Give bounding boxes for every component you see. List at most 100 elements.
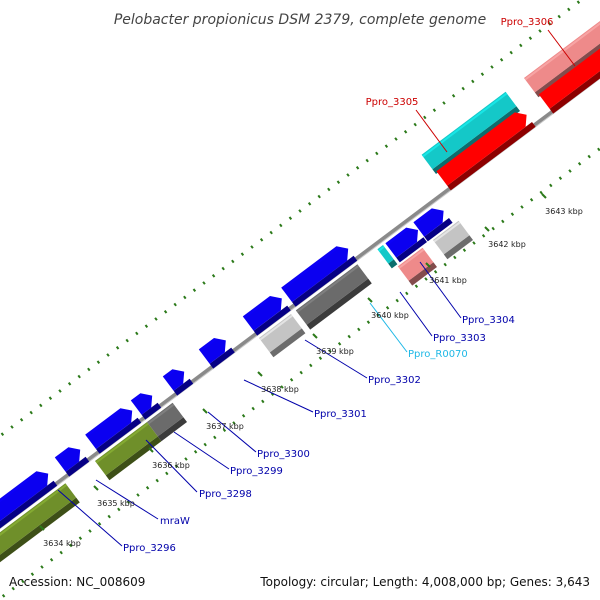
gene-label: Ppro_3302: [368, 375, 421, 386]
gene-bar-ppro-3302-a-side: [253, 305, 291, 336]
gene-bar-ppro-3303-rev: [397, 247, 437, 286]
scale-tick-mark: [93, 485, 99, 491]
gene-bar-mraw: [54, 447, 90, 477]
gene-bar-ppro-3306-fwd: [538, 48, 600, 114]
gene-bar-ppro-3304-rev-highlight: [433, 221, 461, 243]
gene-bar-ppro-3302-a-highlight: [243, 296, 272, 319]
gene-bar-ppro-3295-highlight: [0, 484, 68, 537]
gene-bar-ppro-3302-b-side: [292, 255, 358, 307]
scale-tick-label: 3636 kbp: [152, 461, 190, 470]
leader-line: [173, 431, 230, 470]
gene-bar-pseudo-2: [259, 314, 306, 358]
gene-label: Ppro_3298: [199, 489, 252, 500]
gene-bar-ppro-3301-face: [198, 338, 226, 364]
gene-bar-ppro-3306-fwd-highlight: [539, 49, 600, 97]
gene-bar-ppro-3296-highlight: [0, 472, 39, 503]
gene-bar-ppro-3298-fwd-face: [85, 408, 133, 449]
gene-bar-ppro-3302-a-face: [242, 296, 282, 331]
gene-label: Ppro_R0070: [408, 349, 468, 360]
gene-bar-ppro-3300: [162, 369, 194, 396]
gene-bar-ppro-3305-fwd-highlight: [437, 113, 517, 174]
gene-label: Ppro_3300: [257, 449, 310, 460]
gene-bar-ppro-3303-rev-highlight: [398, 248, 425, 269]
gene-bar-ppro-3305-fwd: [436, 112, 536, 191]
gene-label: Ppro_3305: [366, 97, 419, 108]
scale-tick-label: 3638 kbp: [261, 385, 299, 394]
leader-line: [145, 439, 198, 493]
gene-bar-pseudo-1-highlight: [147, 403, 175, 425]
leader-line: [419, 261, 462, 319]
scale-tick-label: 3637 kbp: [206, 422, 244, 431]
gene-bar-ppro-3298-fwd-highlight: [85, 409, 123, 437]
scale-tick-label: 3643 kbp: [545, 207, 583, 216]
gene-bar-ppro-3301-side: [209, 347, 235, 369]
gene-bar-ppro-3302-a: [242, 296, 291, 336]
gene-bar-ppro-3296-side: [0, 480, 58, 529]
map-title: Pelobacter propionicus DSM 2379, complet…: [114, 12, 486, 28]
leader-line: [57, 489, 123, 547]
gene-bar-ppro-3304-rev: [433, 220, 473, 260]
leader-line: [547, 29, 576, 67]
gene-bar-pseudo-2-face: [259, 314, 302, 353]
gene-bar-ppro-3295-face: [0, 483, 77, 555]
gene-bar-mraw-side: [65, 456, 90, 477]
gene-bar-ppro-3306-fwd-side: [549, 70, 600, 114]
gene-bar-ppro-3302-b-highlight: [281, 247, 339, 290]
gene-label: Ppro_3303: [433, 333, 486, 344]
dotted-guide-inner: [1, 146, 600, 598]
scale-tick-mark: [202, 408, 208, 414]
gene-bar-ppro-3302-b: [281, 246, 358, 307]
gene-bar-ppro-3305-side: [432, 106, 520, 174]
gene-label: mraW: [160, 516, 190, 527]
gene-label: Ppro_3296: [123, 543, 176, 554]
gene-bar-ppro-3304-face: [413, 208, 444, 237]
gene-bar-pseudo-1-side: [157, 417, 187, 442]
gene-bar-pseudo-1: [147, 402, 187, 442]
gene-bar-ppro-3305-highlight: [422, 92, 508, 158]
gene-bar-mraw-rev-highlight: [95, 422, 149, 464]
gene-bar-ppro-3305-fwd-side: [447, 122, 536, 191]
gene-bar-ppro-3299: [130, 393, 162, 420]
leader-line: [369, 302, 408, 353]
scale-ticks: 3634 kbp 3635 kbp 3636 kbp 3637 kbp 3638 kbp…: [39, 193, 583, 548]
scale-tick-label: 3642 kbp: [488, 240, 526, 249]
scale-tick-label: 3641 kbp: [429, 276, 467, 285]
gene-bar-ppro-3303-highlight: [386, 228, 408, 246]
leader-line: [399, 291, 433, 337]
gene-label: Ppro_3301: [314, 409, 367, 420]
gene-bar-ppro-3298-fwd: [85, 408, 142, 454]
gene-bar-pseudo-1-face: [147, 402, 184, 437]
scale-tick-label: 3634 kbp: [43, 539, 81, 548]
leader-line: [95, 479, 159, 520]
gene-bar-ppro-3298-fwd-side: [96, 417, 142, 454]
gene-bar-ppro-3305-fwd-face: [436, 112, 527, 186]
gene-bar-ppro-3295: [0, 483, 80, 563]
gene-bar-mraw-rev: [95, 422, 162, 481]
leader-line: [415, 109, 448, 153]
gene-bar-ppro-3302-b-face: [281, 246, 349, 302]
gene-bar-mraw-rev-face: [95, 422, 158, 476]
gene-bar-ppro-3299-highlight: [131, 394, 143, 403]
scale-tick-mark: [367, 297, 373, 303]
gene-bar-mraw-face: [54, 447, 81, 472]
gene-bar-ppro-3304-rev-side: [443, 235, 473, 260]
gene-bar-ppro-3301-highlight: [199, 338, 216, 352]
scale-tick-label: 3639 kbp: [316, 347, 354, 356]
scale-tick-label: 3640 kbp: [371, 311, 409, 320]
gene-bar-pseudo-3-face: [295, 264, 369, 325]
gene-bar-ppro-3306: [524, 20, 600, 98]
scale-tick-mark: [148, 447, 154, 453]
gene-label: Ppro_3299: [230, 466, 283, 477]
scale-tick-label: 3635 kbp: [97, 499, 135, 508]
leader-line: [207, 411, 257, 453]
gene-label: Ppro_3306: [501, 17, 554, 28]
gene-bar-ppro-r0070: [377, 245, 398, 269]
gene-bar-ppro-3304-highlight: [414, 209, 434, 225]
gene-bar-pseudo-2-highlight: [259, 314, 293, 341]
leader-line: [304, 339, 368, 379]
scale-tick-mark: [425, 262, 431, 268]
gene-bar-ppro-3303: [385, 227, 427, 263]
gene-bar-ppro-3300-side: [173, 378, 194, 396]
gene-bar-ppro-3304-side: [424, 218, 453, 242]
